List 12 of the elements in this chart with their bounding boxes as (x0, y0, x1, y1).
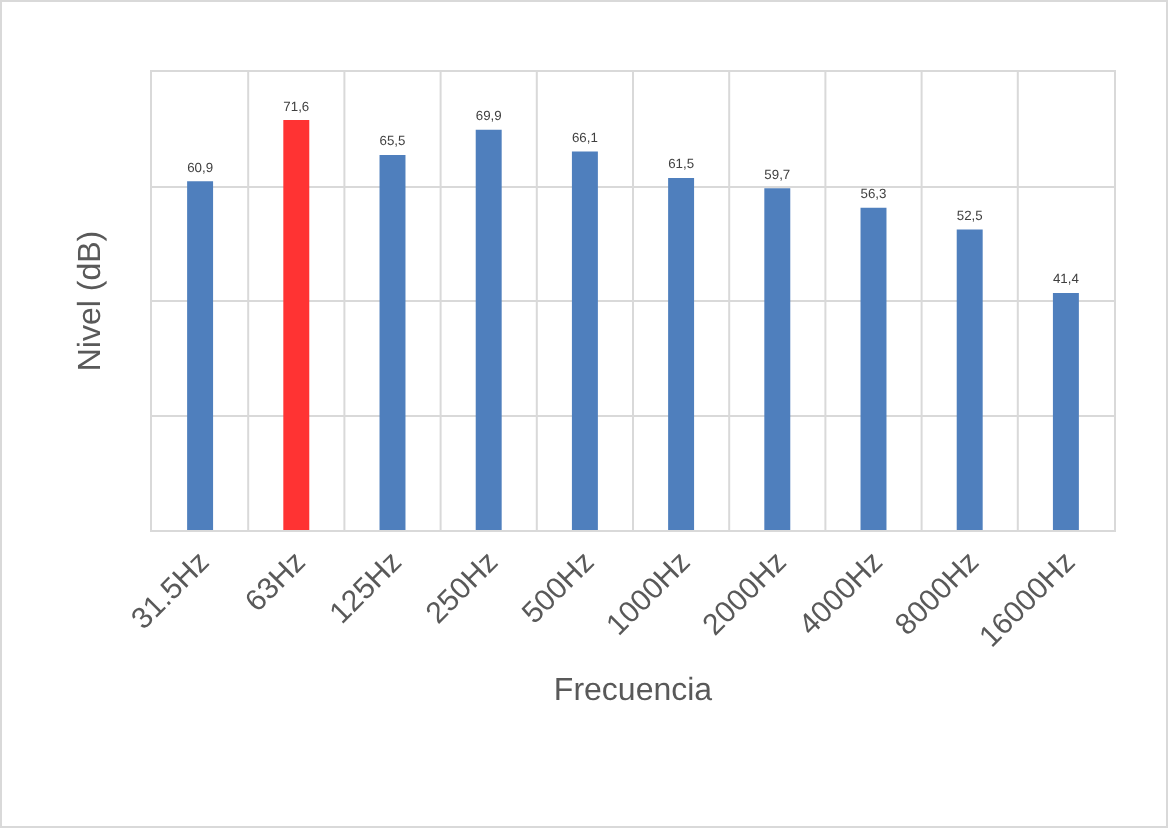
bar (187, 181, 214, 530)
bar (956, 229, 983, 530)
bar (1052, 292, 1079, 530)
x-axis-title: Frecuencia (553, 673, 713, 708)
y-axis-title: Nivel (dB) (73, 230, 108, 372)
bar (283, 120, 310, 530)
bar (860, 207, 887, 530)
bar (764, 188, 791, 530)
bar (571, 151, 598, 530)
bar (475, 129, 502, 530)
bar (668, 177, 695, 530)
bar (379, 155, 406, 530)
